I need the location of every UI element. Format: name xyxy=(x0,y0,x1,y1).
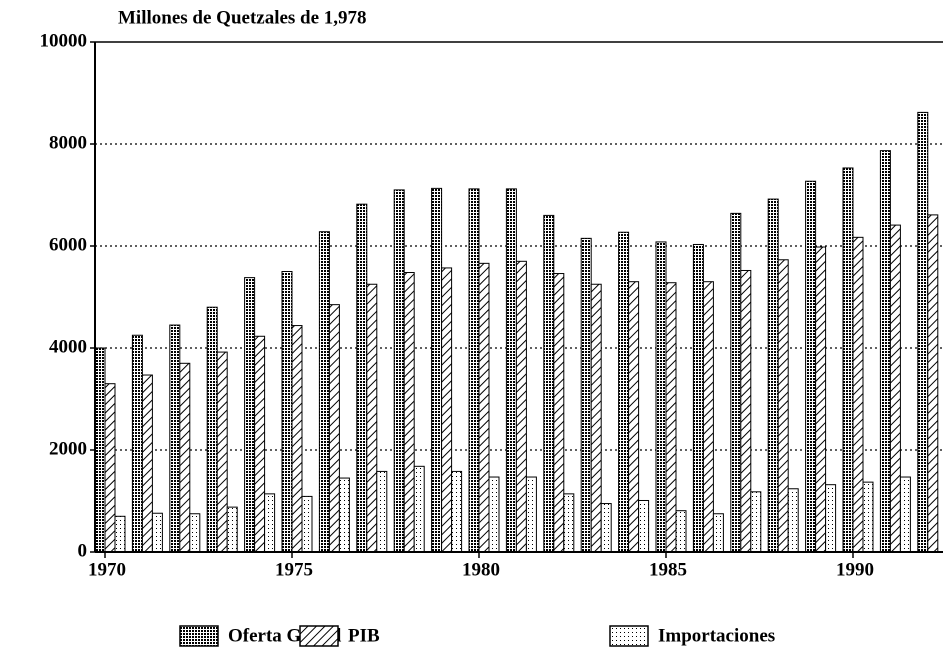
bar xyxy=(356,203,368,553)
bar xyxy=(505,188,517,553)
bar xyxy=(328,304,340,553)
bar xyxy=(431,187,443,553)
bar xyxy=(244,277,256,553)
bar xyxy=(376,470,388,553)
bar xyxy=(206,306,218,553)
x-tick-label: 1970 xyxy=(88,559,126,580)
bar xyxy=(488,476,500,553)
bar xyxy=(600,503,612,553)
bar xyxy=(515,260,527,553)
bar xyxy=(141,374,153,553)
y-tick-label: 10000 xyxy=(40,30,88,51)
bar xyxy=(151,512,163,553)
bar xyxy=(226,506,238,553)
bar xyxy=(553,273,565,553)
bar xyxy=(478,262,490,553)
bar xyxy=(318,231,330,553)
bar xyxy=(366,283,378,553)
bar xyxy=(216,351,228,553)
bar xyxy=(281,271,293,553)
bar xyxy=(750,491,762,553)
bar xyxy=(441,267,453,553)
bar xyxy=(655,241,667,553)
legend-swatch xyxy=(609,625,649,647)
bar xyxy=(740,269,752,553)
chart-title: Millones de Quetzales de 1,978 xyxy=(118,7,367,28)
bar xyxy=(805,180,817,553)
bar xyxy=(468,188,480,553)
x-tick-label: 1990 xyxy=(836,559,874,580)
bar xyxy=(618,231,630,553)
bar xyxy=(665,282,677,553)
bar xyxy=(927,214,939,553)
bar xyxy=(852,236,864,553)
bar xyxy=(254,335,266,553)
bar xyxy=(879,150,891,553)
bar xyxy=(862,481,874,553)
bar xyxy=(712,513,724,553)
x-tick-label: 1975 xyxy=(275,559,313,580)
bar xyxy=(94,347,106,553)
bar xyxy=(189,513,201,553)
bar xyxy=(179,362,191,553)
bar xyxy=(787,488,799,553)
bar xyxy=(777,259,789,553)
bar xyxy=(767,198,779,553)
bar xyxy=(291,325,303,553)
bar xyxy=(451,470,463,553)
bar xyxy=(917,111,929,553)
bar xyxy=(131,334,143,553)
legend-swatch xyxy=(179,625,219,647)
bar xyxy=(628,281,640,553)
bar xyxy=(543,214,555,553)
y-tick-label: 2000 xyxy=(49,438,87,459)
y-tick-label: 6000 xyxy=(49,234,87,255)
bar xyxy=(815,246,827,553)
bar xyxy=(638,499,650,553)
bar xyxy=(842,167,854,553)
bar xyxy=(702,281,714,553)
bar xyxy=(692,243,704,553)
bar xyxy=(899,476,911,553)
legend-label: PIB xyxy=(348,625,380,646)
y-tick-label: 8000 xyxy=(49,132,87,153)
bar xyxy=(264,493,276,553)
bar xyxy=(393,189,405,553)
y-tick-label: 0 xyxy=(78,540,88,561)
bar xyxy=(525,476,537,553)
x-tick-label: 1980 xyxy=(462,559,500,580)
bar xyxy=(825,484,837,553)
x-tick-label: 1985 xyxy=(649,559,687,580)
bar xyxy=(413,465,425,553)
y-tick-label: 4000 xyxy=(49,336,87,357)
bar xyxy=(675,510,687,553)
bar xyxy=(730,212,742,553)
legend-swatch xyxy=(299,625,339,647)
bar xyxy=(338,477,350,553)
bar xyxy=(590,283,602,553)
legend-label: Importaciones xyxy=(658,625,775,646)
bar xyxy=(403,272,415,553)
bar xyxy=(114,515,126,553)
bar xyxy=(169,324,181,553)
bar xyxy=(301,495,313,553)
bar xyxy=(563,493,575,553)
bar xyxy=(889,224,901,553)
bar xyxy=(104,383,116,553)
bar xyxy=(580,237,592,553)
